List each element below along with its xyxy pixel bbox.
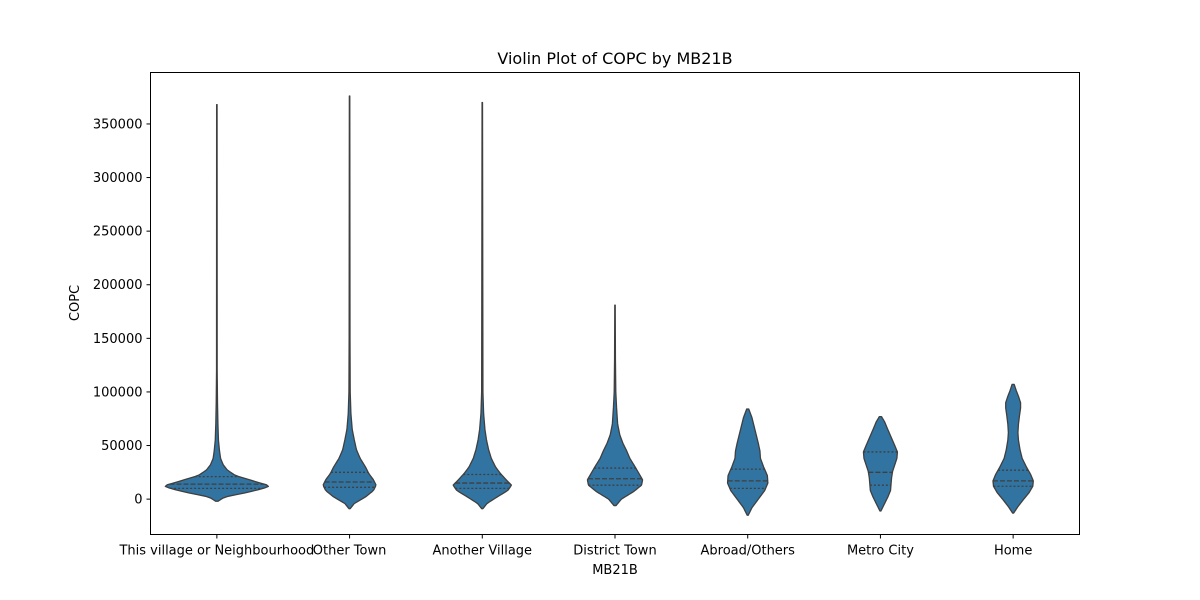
y-tick-label: 200000	[93, 278, 143, 293]
y-tick-label: 150000	[93, 332, 143, 347]
violin-body	[586, 304, 644, 507]
violins-group	[164, 95, 1034, 516]
y-axis: 0 50000 100000 150000 200000 250000 300000 3500…	[93, 117, 151, 508]
x-tick-label: This village or Neighbourhood	[118, 544, 314, 559]
chart-title: Violin Plot of COPC by MB21B	[497, 49, 732, 68]
violin-body	[992, 383, 1034, 514]
x-tick-label: Other Town	[313, 544, 387, 559]
y-tick-label: 350000	[93, 117, 143, 132]
violin-body	[862, 415, 899, 512]
y-tick-label: 100000	[93, 385, 143, 400]
y-tick-label: 0	[134, 493, 142, 508]
x-tick-label: Home	[994, 544, 1032, 559]
y-tick-label: 250000	[93, 225, 143, 240]
x-tick-label: Metro City	[847, 544, 914, 559]
y-axis-label: COPC	[68, 285, 83, 321]
x-tick-label: District Town	[573, 544, 656, 559]
x-axis-label: MB21B	[592, 563, 638, 578]
y-tick-label: 50000	[101, 439, 142, 454]
violin-body	[164, 104, 269, 502]
violin-body	[726, 408, 769, 516]
x-tick-label: Abroad/Others	[700, 544, 795, 559]
violin-body	[452, 101, 513, 510]
y-tick-label: 300000	[93, 171, 143, 186]
violin-body	[322, 95, 377, 510]
x-tick-label: Another Village	[433, 544, 533, 559]
